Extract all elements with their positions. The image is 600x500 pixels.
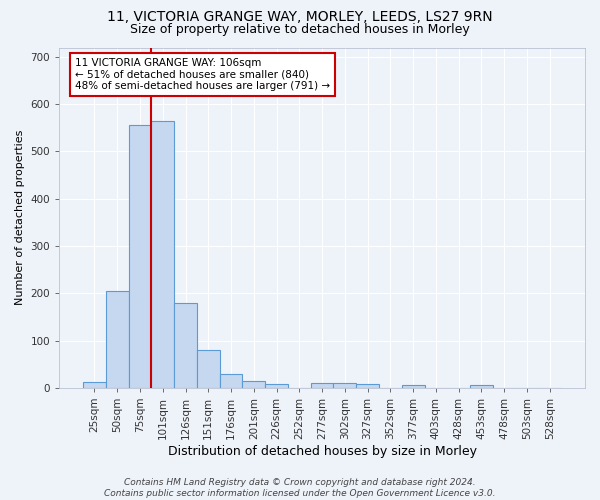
Bar [128, 126, 151, 388]
Bar [197, 350, 220, 388]
Bar [83, 382, 106, 388]
Text: 11 VICTORIA GRANGE WAY: 106sqm
← 51% of detached houses are smaller (840)
48% of: 11 VICTORIA GRANGE WAY: 106sqm ← 51% of … [75, 58, 330, 91]
Bar [106, 291, 128, 388]
Bar [265, 384, 288, 388]
Bar [334, 383, 356, 388]
Y-axis label: Number of detached properties: Number of detached properties [15, 130, 25, 306]
Text: Contains HM Land Registry data © Crown copyright and database right 2024.
Contai: Contains HM Land Registry data © Crown c… [104, 478, 496, 498]
X-axis label: Distribution of detached houses by size in Morley: Distribution of detached houses by size … [167, 444, 476, 458]
Bar [470, 385, 493, 388]
Bar [311, 383, 334, 388]
Text: 11, VICTORIA GRANGE WAY, MORLEY, LEEDS, LS27 9RN: 11, VICTORIA GRANGE WAY, MORLEY, LEEDS, … [107, 10, 493, 24]
Bar [402, 386, 425, 388]
Bar [151, 121, 174, 388]
Bar [356, 384, 379, 388]
Bar [242, 380, 265, 388]
Bar [174, 302, 197, 388]
Bar [220, 374, 242, 388]
Text: Size of property relative to detached houses in Morley: Size of property relative to detached ho… [130, 22, 470, 36]
